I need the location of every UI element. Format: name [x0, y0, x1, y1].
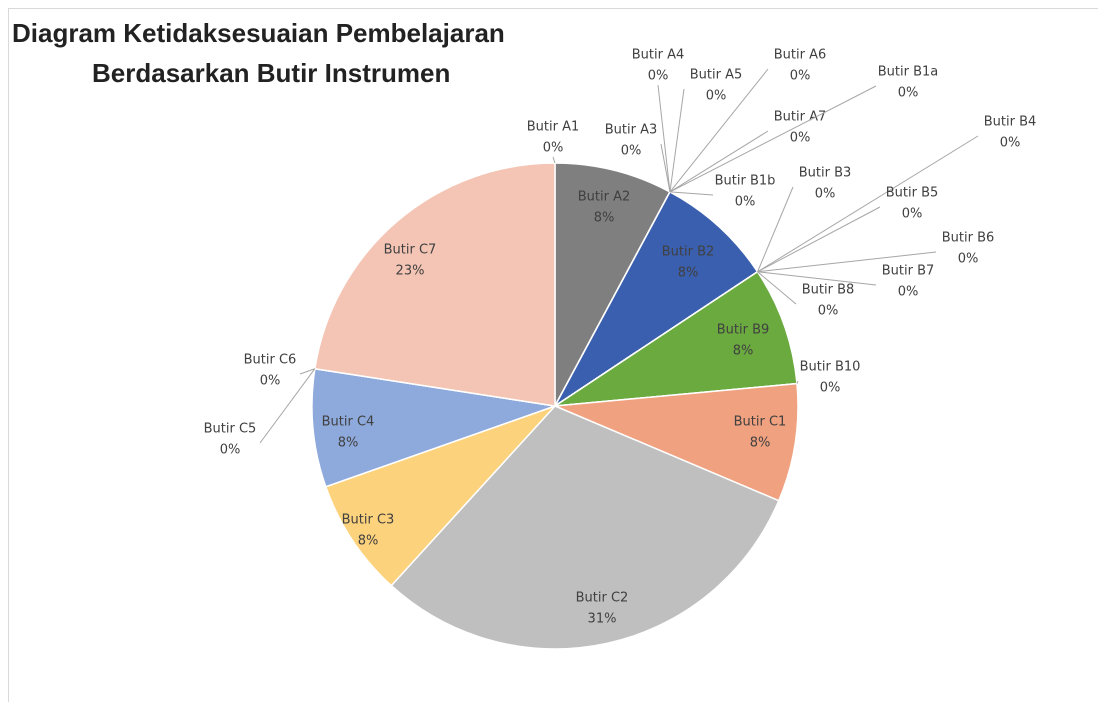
pie-slice — [554, 382, 799, 502]
leader-line — [757, 206, 881, 273]
slice-value-label: 31% — [588, 612, 617, 627]
slice-value-label: 0% — [220, 443, 241, 458]
leader-line — [299, 368, 316, 375]
slice-category-label: Butir B1b — [715, 174, 776, 189]
slice-category-label: Butir C2 — [576, 591, 629, 606]
leader-line — [259, 368, 316, 444]
slice-category-label: Butir A6 — [774, 48, 827, 63]
leader-line — [757, 186, 794, 272]
chart-border — [8, 8, 1098, 702]
chart-title: Berdasarkan Butir Instrumen — [92, 58, 450, 88]
slice-value-label: 0% — [790, 131, 811, 146]
leader-line — [669, 191, 714, 196]
slice-value-label: 0% — [958, 252, 979, 267]
slice-category-label: Butir B3 — [799, 166, 852, 181]
slice-value-label: 8% — [733, 344, 754, 359]
slice-value-label: 0% — [790, 69, 811, 84]
slice-value-label: 0% — [543, 141, 564, 156]
leader-line — [757, 251, 937, 273]
slice-value-label: 0% — [815, 187, 836, 202]
slice-value-label: 0% — [902, 207, 923, 222]
leader-line — [660, 143, 671, 193]
leader-line — [757, 271, 797, 305]
slice-category-label: Butir C6 — [244, 353, 297, 368]
slice-category-label: Butir C7 — [384, 243, 437, 258]
pie-slice — [554, 162, 671, 407]
pie-slice — [390, 405, 780, 650]
leader-line — [757, 135, 979, 273]
slice-value-label: 0% — [735, 195, 756, 210]
pie-slice — [324, 405, 556, 587]
slice-category-label: Butir B6 — [942, 231, 995, 246]
slice-value-label: 23% — [396, 264, 425, 279]
slices — [311, 162, 799, 650]
slice-category-label: Butir C1 — [734, 415, 787, 430]
slice-category-label: Butir B5 — [886, 186, 939, 201]
leader-line — [669, 68, 769, 193]
pie-slice — [554, 270, 798, 407]
slice-value-label: 0% — [898, 285, 919, 300]
chart-title: Diagram Ketidaksesuaian Pembelajaran — [12, 18, 505, 48]
slice-category-label: Butir C3 — [342, 513, 395, 528]
leader-line — [796, 380, 799, 384]
slice-value-label: 8% — [358, 534, 379, 549]
slice-category-label: Butir A2 — [578, 190, 631, 205]
slice-value-label: 0% — [260, 374, 281, 389]
slice-value-label: 0% — [898, 86, 919, 101]
leader-line — [669, 88, 685, 192]
leader-line — [669, 85, 877, 193]
slice-value-label: 8% — [678, 266, 699, 281]
slice-value-label: 8% — [750, 436, 771, 451]
slice-category-label: Butir A7 — [774, 110, 827, 125]
slice-category-label: Butir A3 — [605, 123, 658, 138]
leader-line — [657, 84, 671, 192]
slice-category-label: Butir C5 — [204, 422, 257, 437]
slice-category-label: Butir B10 — [800, 360, 861, 375]
slice-category-label: Butir B2 — [662, 245, 715, 260]
slice-value-label: 0% — [1000, 136, 1021, 151]
slice-value-label: 0% — [818, 304, 839, 319]
leader-line — [552, 156, 556, 164]
pie-slice — [311, 367, 556, 488]
slice-category-label: Butir A1 — [527, 120, 580, 135]
slice-category-label: Butir B8 — [802, 283, 855, 298]
slice-value-label: 0% — [621, 144, 642, 159]
slice-value-label: 8% — [594, 211, 615, 226]
slice-value-label: 8% — [338, 436, 359, 451]
pie-slice — [554, 190, 759, 407]
slice-category-label: Butir A5 — [690, 68, 743, 83]
slice-value-label: 0% — [820, 381, 841, 396]
slice-value-label: 0% — [648, 69, 669, 84]
slice-category-label: Butir A4 — [632, 48, 685, 63]
leader-line — [757, 271, 877, 286]
slice-category-label: Butir B9 — [717, 323, 770, 338]
slice-category-label: Butir B4 — [984, 115, 1037, 130]
pie-slice — [314, 162, 556, 407]
slice-category-label: Butir C4 — [322, 415, 375, 430]
leader-line — [669, 130, 769, 193]
slice-category-label: Butir B7 — [882, 264, 935, 279]
slice-category-label: Butir B1a — [878, 65, 939, 80]
slice-value-label: 0% — [706, 89, 727, 104]
